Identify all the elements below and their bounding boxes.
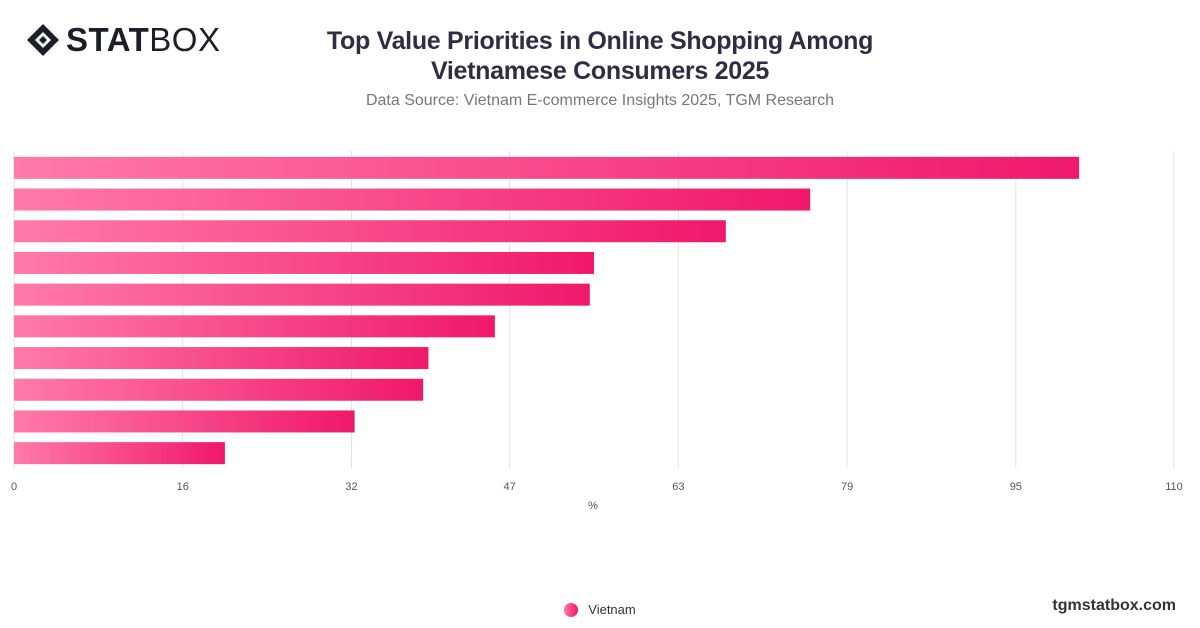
bar[interactable] [14,442,225,465]
x-tick-label: 110 [1165,481,1183,493]
logo-text: STATBOX [66,22,220,58]
bar[interactable] [14,378,424,401]
brand-url[interactable]: tgmstatbox.com [1052,597,1176,614]
x-axis-label: % [588,500,598,512]
x-tick-label: 95 [1010,481,1022,493]
legend-label: Vietnam [588,602,636,617]
bar[interactable] [14,188,811,211]
bar[interactable] [14,220,726,243]
bar[interactable] [14,347,429,370]
x-tick-label: 16 [177,481,189,493]
x-tick-label: 32 [345,481,357,493]
chart-title-line-2: Vietnamese Consumers 2025 [430,57,770,85]
bar[interactable] [14,156,1080,179]
chart-title-line-1: Top Value Priorities in Online Shopping … [326,27,874,55]
chart-subtitle: Data Source: Vietnam E-commerce Insights… [365,92,835,109]
bar[interactable] [14,315,495,338]
diamond-logo-icon [27,24,59,56]
x-tick-label: 0 [11,481,17,493]
bar[interactable] [14,251,594,274]
x-axis-ticks: 0 16 32 47 63 79 95 110 [11,481,1183,493]
bar[interactable] [14,410,355,433]
logo-text-bold: STAT [66,21,150,58]
x-tick-label: 63 [672,481,684,493]
x-tick-label: 47 [504,481,516,493]
statbox-logo: STATBOX [26,22,220,58]
chart-title: Top Value Priorities in Online Shopping … [300,26,900,86]
x-tick-label: 79 [841,481,853,493]
legend[interactable]: Vietnam [0,602,1200,617]
legend-swatch [564,602,579,617]
bars [14,156,1080,465]
bar[interactable] [14,283,590,306]
logo-text-light: BOX [149,21,221,58]
